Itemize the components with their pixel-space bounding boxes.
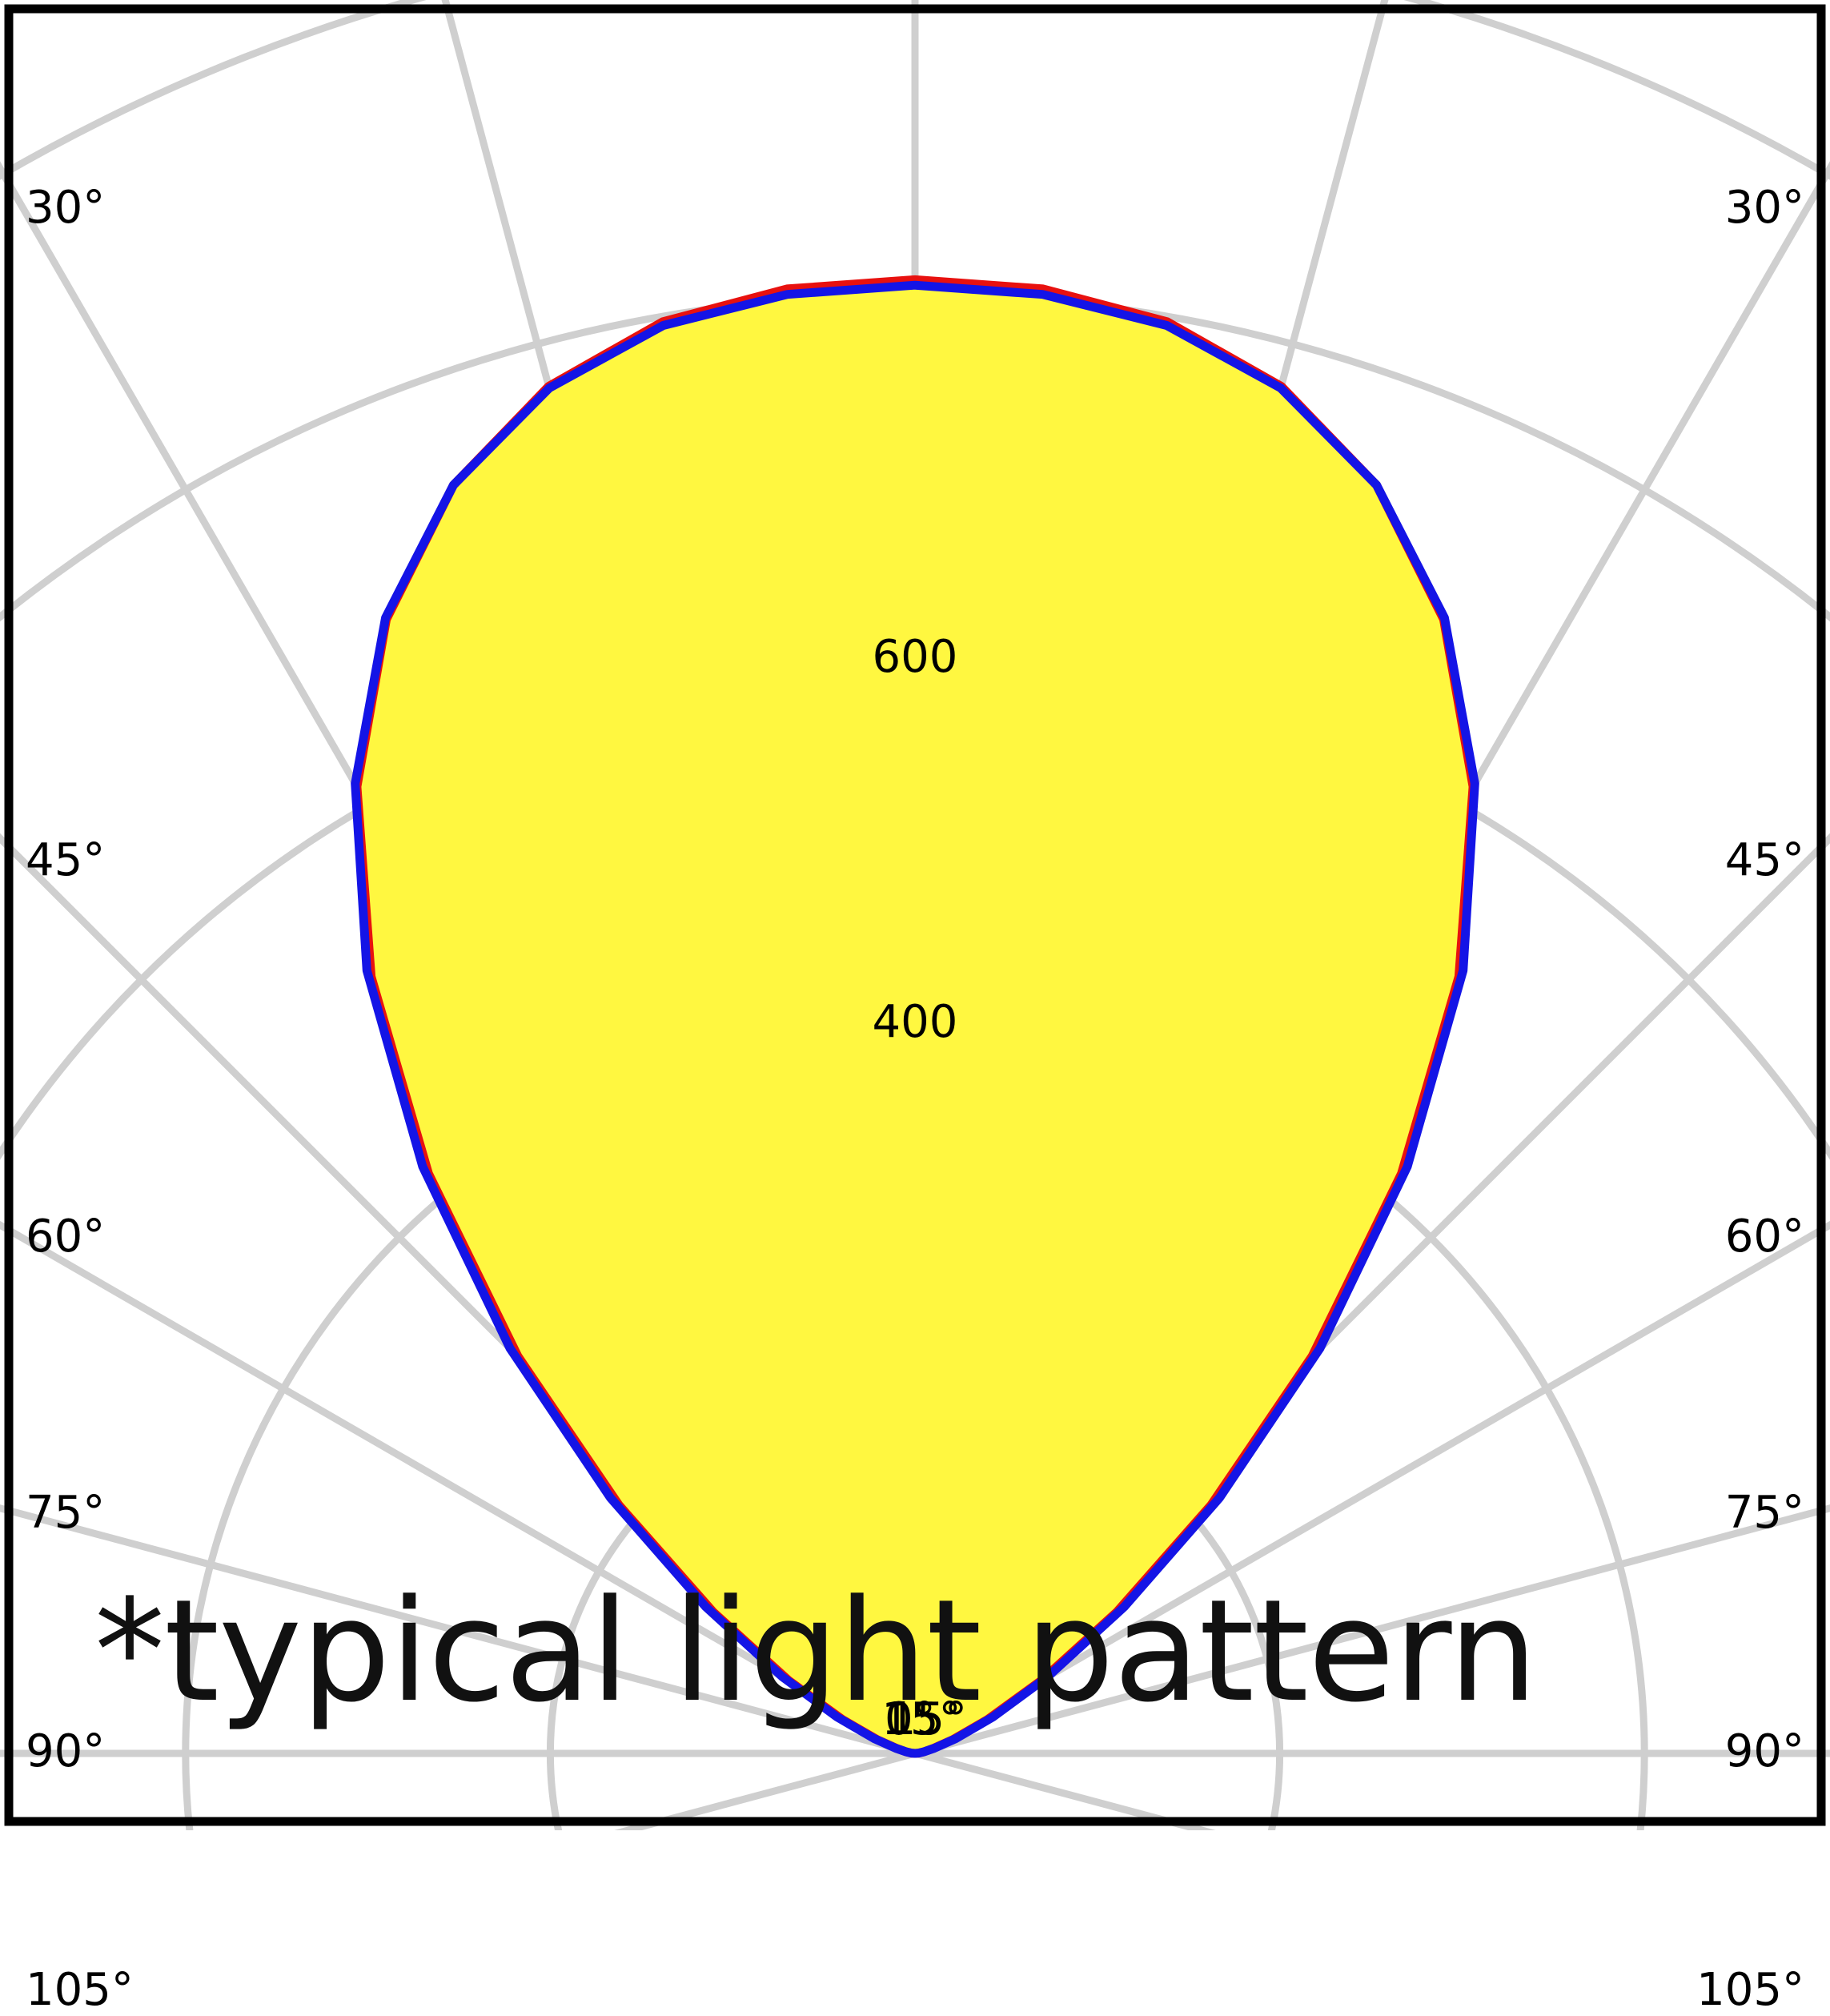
curve-fill-area: [356, 279, 1474, 1753]
radial-label-600: 600: [872, 631, 958, 684]
angle-label-right-75: 75°: [1724, 1486, 1804, 1539]
grid-spoke-ext--15: [441, 0, 541, 345]
angle-label-right-90: 90°: [1724, 1725, 1804, 1777]
light-distribution-curves: [351, 275, 1479, 1758]
angle-label-left-60: 60°: [26, 1211, 106, 1263]
angle-label-right-45: 45°: [1724, 834, 1804, 886]
grid-spoke--75: [0, 1504, 917, 1757]
grid-spoke-ext--30: [0, 161, 189, 492]
angle-label-bottom-0: 15°: [881, 1693, 961, 1745]
angle-label-left-90: 90°: [26, 1725, 106, 1777]
grid-spoke-105: [913, 1749, 1216, 1830]
grid-spoke-ext-15: [1289, 0, 1389, 345]
angle-label-left-75: 75°: [26, 1486, 106, 1539]
radial-label-400: 400: [872, 995, 958, 1048]
angle-label-left-105: 105°: [26, 1964, 134, 2016]
grid-spoke-75: [913, 1504, 1830, 1757]
angle-label-left-30: 30°: [26, 182, 106, 235]
grid-spoke-60: [913, 1220, 1830, 1757]
curve-c90-c270: [351, 280, 1479, 1758]
angle-label-right-60: 60°: [1724, 1211, 1804, 1263]
grid-spoke-ext-30: [1641, 161, 1830, 492]
angle-label-right-105: 105°: [1696, 1964, 1804, 2016]
angle-label-bottom-2: 15°: [887, 1693, 968, 1745]
angle-label-left-45: 45°: [26, 834, 106, 886]
grid-spoke--105: [614, 1749, 917, 1830]
chart-caption: *typical light pattern: [94, 1569, 1538, 1733]
chart-frame-border: [4, 4, 1826, 1826]
polar-plot-canvas: [0, 0, 1830, 1830]
grid-spoke--60: [0, 1220, 917, 1757]
light-distribution-fill: [356, 279, 1474, 1753]
angle-label-right-30: 30°: [1724, 182, 1804, 235]
angle-label-bottom-1: 0°: [885, 1693, 936, 1745]
